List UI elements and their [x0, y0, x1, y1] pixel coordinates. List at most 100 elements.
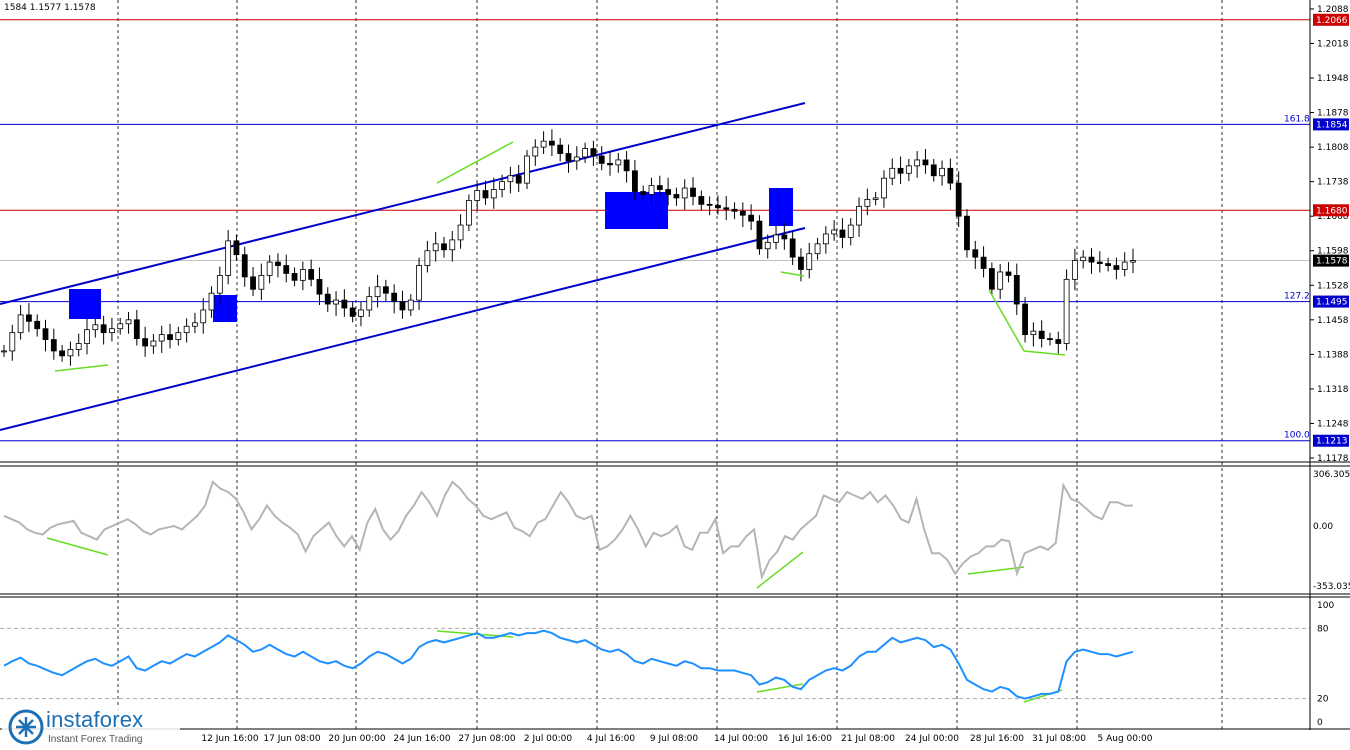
- channel-upper-line: [0, 102, 806, 305]
- candle-body: [632, 170, 638, 192]
- candle-body: [789, 238, 796, 258]
- candle-body: [125, 319, 132, 325]
- candle-body: [947, 167, 954, 184]
- divergence-line: [1023, 350, 1066, 356]
- candle-body: [540, 140, 547, 148]
- time-tick-label: 12 Jun 16:00: [201, 734, 258, 744]
- candle-body: [739, 210, 746, 216]
- pattern-box: [769, 188, 793, 226]
- trend-channel: [0, 102, 806, 431]
- candle-body: [872, 197, 879, 200]
- divergence-line: [756, 551, 804, 589]
- candle-body: [250, 276, 256, 290]
- candle-body: [822, 233, 829, 245]
- candle-body: [582, 148, 589, 158]
- time-tick-label: 28 Jul 16:00: [970, 734, 1024, 744]
- candle-body: [914, 159, 921, 167]
- level-price-tag: [1313, 118, 1349, 131]
- level-price-label: 1.1495: [1316, 298, 1348, 308]
- candle-body: [590, 148, 597, 157]
- candle-body: [316, 278, 323, 295]
- candle-body: [308, 269, 315, 280]
- price-tick-label: 1.1598: [1317, 247, 1349, 257]
- candle-body: [241, 254, 248, 278]
- candle-body: [598, 155, 605, 164]
- candle-body: [1022, 303, 1028, 336]
- candle-body: [474, 190, 481, 201]
- candle-body: [524, 155, 530, 184]
- candle-body: [416, 265, 422, 301]
- candle-body: [117, 323, 124, 330]
- level-price-label: 1.2066: [1316, 16, 1348, 26]
- candle-body: [773, 234, 779, 243]
- pattern-box: [605, 192, 668, 229]
- candle-body: [399, 301, 406, 311]
- candle-body: [615, 159, 622, 166]
- candle-body: [831, 229, 838, 235]
- time-tick-label: 21 Jul 08:00: [841, 734, 895, 744]
- candle-body: [299, 269, 306, 281]
- candle-body: [1013, 275, 1020, 305]
- candle-body: [1105, 263, 1111, 266]
- divergence-lines: [46, 141, 1066, 703]
- candle-body: [698, 196, 705, 205]
- time-tick-label: 4 Jul 16:00: [587, 734, 636, 744]
- candle-body: [158, 334, 165, 342]
- candle-body: [50, 339, 57, 352]
- candle-body: [648, 185, 655, 195]
- time-tick-label: 2 Jul 00:00: [524, 734, 573, 744]
- candle-body: [847, 224, 854, 238]
- candle-body: [814, 243, 821, 255]
- candle-body: [200, 309, 207, 324]
- candle-body: [150, 340, 157, 347]
- time-tick-label: 14 Jul 00:00: [714, 734, 768, 744]
- candle-body: [640, 191, 647, 195]
- candle-body: [490, 189, 497, 199]
- candle-body: [109, 328, 115, 334]
- candle-body: [233, 240, 240, 256]
- time-tick-label: 20 Jun 00:00: [328, 734, 385, 744]
- price-tick-label: 1.1668: [1317, 212, 1349, 222]
- candle-body: [897, 167, 904, 174]
- candle-body: [673, 194, 680, 199]
- price-tick-label: 1.1878: [1317, 109, 1349, 119]
- time-tick-label: 24 Jun 16:00: [393, 734, 450, 744]
- time-tick-label: 17 Jun 08:00: [263, 734, 320, 744]
- candle-body: [856, 205, 862, 226]
- time-tick-label: 31 Jul 08:00: [1032, 734, 1086, 744]
- candle-body: [374, 286, 381, 298]
- price-tick-label: 1.1388: [1317, 350, 1349, 360]
- candle-body: [548, 140, 555, 146]
- candle-body: [748, 214, 755, 222]
- candle-body: [465, 200, 472, 226]
- candle-body: [449, 239, 456, 251]
- price-candles: [1, 129, 1136, 366]
- candle-body: [964, 215, 970, 251]
- candle-body: [26, 314, 32, 322]
- divergence-line: [756, 683, 804, 693]
- candle-body: [266, 261, 273, 276]
- candle-body: [17, 314, 24, 334]
- candle-body: [482, 190, 489, 199]
- candle-body: [457, 224, 464, 241]
- candle-body: [557, 144, 564, 154]
- price-tick-label: 1.1248: [1317, 419, 1349, 429]
- candle-body: [607, 162, 613, 166]
- candle-body: [798, 256, 804, 270]
- candle-body: [258, 275, 265, 290]
- candle-body: [358, 309, 364, 317]
- pattern-box: [69, 289, 101, 319]
- chart-grid: [117, 0, 1223, 729]
- level-price-tag: [1313, 204, 1349, 217]
- candle-body: [1047, 338, 1053, 340]
- candle-body: [133, 319, 140, 339]
- candle-body: [407, 299, 414, 311]
- candle-body: [92, 324, 99, 331]
- divergence-line: [780, 271, 805, 277]
- candle-body: [275, 261, 281, 266]
- price-tick-label: 1.1528: [1317, 281, 1349, 291]
- candle-body: [382, 286, 389, 294]
- candle-body: [216, 275, 223, 294]
- candle-body: [167, 334, 173, 340]
